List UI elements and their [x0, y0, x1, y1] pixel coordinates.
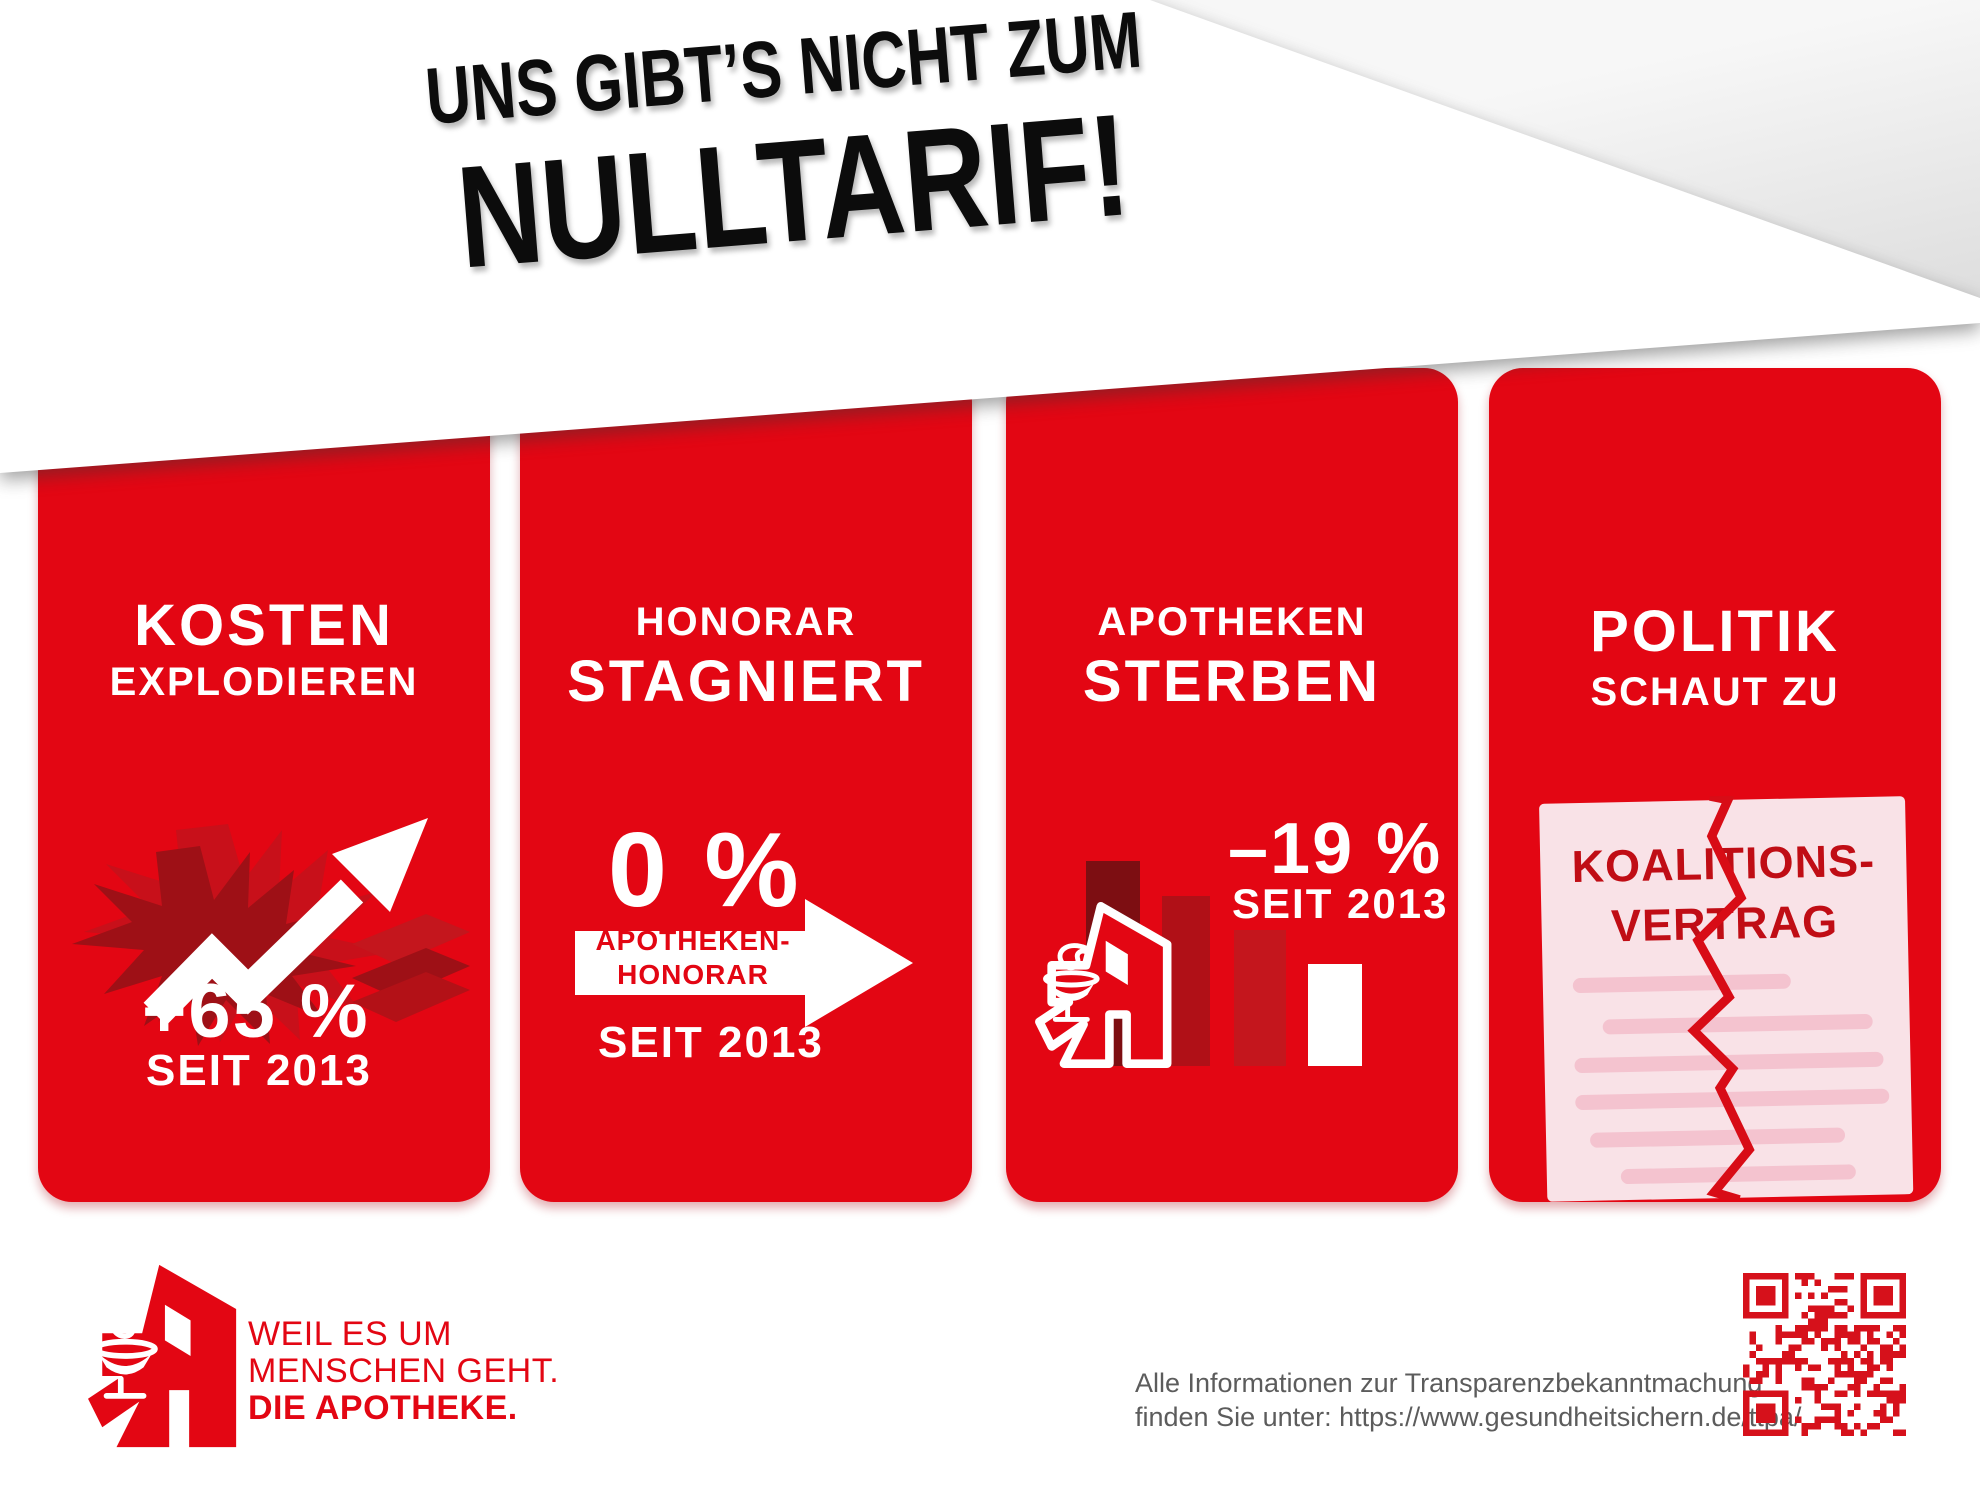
arrow-label: APOTHEKEN- HONORAR: [577, 924, 809, 992]
arrow-label-line1: APOTHEKEN-: [595, 925, 791, 956]
claim-line2: MENSCHEN GEHT.: [248, 1352, 560, 1390]
card2-stat: 0 %: [608, 811, 803, 929]
card2-since: SEIT 2013: [598, 1018, 824, 1067]
background-corner-shade: [1150, 0, 1980, 300]
info-line1: Alle Informationen zur Transparenzbekann…: [1135, 1368, 1763, 1398]
card2-kicker: HONORAR: [635, 600, 857, 644]
card-kosten-explodieren: KOSTEN EXPLODIEREN +65 % SEIT 2013: [38, 368, 490, 1202]
card1-since: SEIT 2013: [146, 1046, 372, 1095]
torn-contract-icon: KOALITIONS- VERTRAG: [1539, 792, 1914, 1202]
claim-text: WEIL ES UM MENSCHEN GEHT. DIE APOTHEKE.: [248, 1316, 559, 1427]
card3-kicker: APOTHEKEN: [1097, 600, 1367, 644]
card4-title: POLITIK: [1590, 599, 1840, 664]
bar: [1308, 964, 1362, 1066]
arrow-label-line2: HONORAR: [617, 959, 769, 990]
info-line2: finden Sie unter: https://www.gesundheit…: [1135, 1402, 1802, 1432]
apotheke-logo: [85, 1262, 242, 1450]
claim-line3: DIE APOTHEKE.: [248, 1389, 518, 1427]
explosion-icon: [72, 818, 470, 1046]
money-stack-icon: [352, 914, 470, 1022]
headline-line1: UNS GIBT’S NICHT ZUM: [422, 0, 1145, 141]
trend-up-arrow-icon: [143, 818, 428, 1026]
right-arrow-icon: [575, 899, 913, 1027]
card-honorar-stagniert: HONORAR STAGNIERT 0 % APOTHEKEN- HONORAR…: [520, 368, 972, 1202]
card3-since: SEIT 2013: [1232, 880, 1449, 927]
card4-subtitle: SCHAUT ZU: [1590, 670, 1840, 714]
bar: [1234, 930, 1286, 1066]
qr-code: [1743, 1273, 1906, 1436]
card-politik-schaut-zu: POLITIK SCHAUT ZU KOALITIONS- VERTRAG: [1489, 368, 1941, 1202]
card3-stat: –19 %: [1228, 809, 1443, 889]
claim-line1: WEIL ES UM: [248, 1315, 452, 1353]
card-apotheken-sterben: APOTHEKEN STERBEN –19 % SEIT 2013: [1006, 368, 1458, 1202]
card3-title: STERBEN: [1082, 649, 1382, 714]
info-text: Alle Informationen zur Transparenzbekann…: [1135, 1366, 1801, 1434]
pharmacy-a-icon: [1032, 898, 1177, 1072]
card1-title: KOSTEN: [134, 593, 394, 658]
card1-stat: +65 %: [142, 969, 370, 1054]
crack-icon: [1687, 792, 1755, 1202]
headline-line2: NULLTARIF!: [451, 83, 1135, 299]
card2-title: STAGNIERT: [567, 649, 925, 714]
headline: UNS GIBT’S NICHT ZUM NULLTARIF!: [311, 0, 1268, 312]
card1-subtitle: EXPLODIEREN: [109, 660, 419, 704]
